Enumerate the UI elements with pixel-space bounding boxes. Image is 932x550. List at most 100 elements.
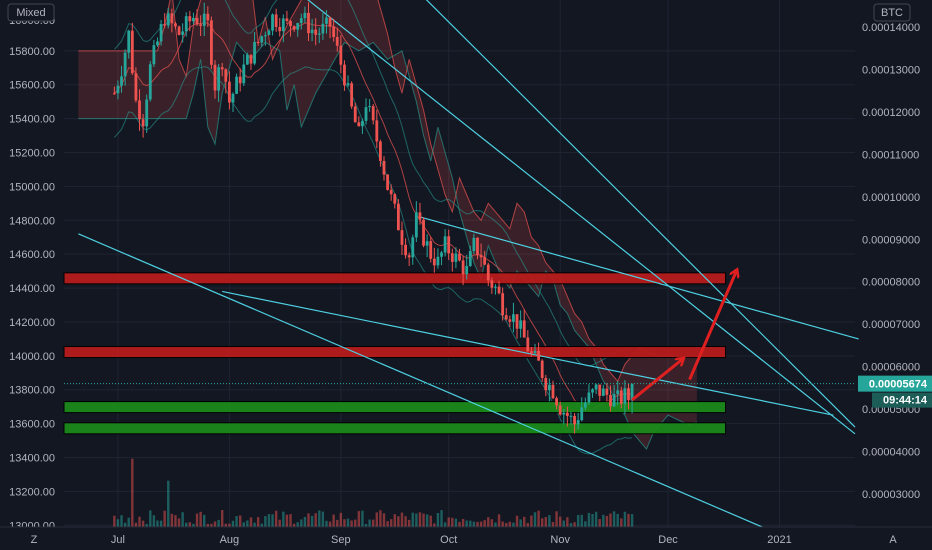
candle-body <box>127 30 131 53</box>
volume-bar <box>285 514 289 527</box>
left-axis-tick-label: 14600.00 <box>9 249 55 261</box>
candle-body <box>440 252 443 257</box>
volume-bar <box>558 516 562 527</box>
candle-body <box>551 384 555 399</box>
volume-bar <box>530 515 533 527</box>
volume-bar <box>120 515 123 527</box>
candle-body <box>195 17 199 25</box>
candle-body <box>210 20 213 65</box>
candle-body <box>343 64 346 86</box>
volume-bar <box>318 510 321 527</box>
volume-bar <box>206 523 210 527</box>
zoom-icon: Z <box>31 534 38 546</box>
candle-body <box>544 377 548 391</box>
volume-bar <box>267 514 271 527</box>
volume-bar <box>594 511 598 527</box>
x-axis-tick-label: 2021 <box>767 534 791 546</box>
candle-body <box>296 23 300 30</box>
candle-body <box>598 384 602 396</box>
candle-body <box>310 29 314 34</box>
candle-body <box>199 24 203 26</box>
volume-bar <box>141 520 145 527</box>
candle-body <box>220 67 224 70</box>
volume-bar <box>443 522 447 527</box>
volume-bar <box>483 520 486 527</box>
countdown-badge <box>872 392 932 408</box>
volume-bar <box>242 522 245 527</box>
right-axis-tick-label: 0.00011000 <box>862 149 919 161</box>
volume-bar <box>195 513 199 527</box>
candle-body <box>156 41 159 46</box>
candle-body <box>404 244 407 256</box>
x-axis-tick-label: Dec <box>658 534 678 546</box>
volume-bar <box>519 519 522 527</box>
volume-bar <box>185 522 188 527</box>
projection-arrow <box>631 359 682 402</box>
volume-bar <box>156 520 159 527</box>
candle-body <box>213 64 217 91</box>
volume-bar <box>476 521 479 527</box>
volume-bar <box>249 517 253 527</box>
volume-bar <box>116 519 120 527</box>
candle-body <box>619 390 623 404</box>
trend-line <box>222 290 834 416</box>
volume-bar <box>159 520 163 527</box>
volume-bar <box>256 517 260 527</box>
volume-bar <box>479 521 483 527</box>
volume-bar <box>386 521 389 527</box>
volume-bar <box>325 520 328 527</box>
volume-bar <box>591 514 594 527</box>
candle-body <box>166 13 170 26</box>
volume-bar <box>113 515 116 527</box>
candle-body <box>224 69 228 82</box>
volume-bar <box>494 522 497 527</box>
volume-bar <box>505 523 508 527</box>
resistance-zone <box>63 272 727 285</box>
volume-bar <box>260 523 263 527</box>
volume-bar <box>501 521 504 527</box>
current-price-value: 0.00005674 <box>869 379 928 391</box>
volume-bar <box>458 521 461 527</box>
candle-body <box>486 264 490 281</box>
right-axis-tick-label: 0.00009000 <box>862 234 920 246</box>
volume-bar <box>357 511 361 527</box>
volume-bar <box>576 515 580 527</box>
candle-body <box>206 13 210 21</box>
candle-body <box>245 54 249 65</box>
volume-bar <box>382 513 386 527</box>
volume-bar <box>170 513 174 527</box>
candle-body <box>591 389 594 393</box>
candle-body <box>112 93 116 95</box>
x-axis-tick-label: Oct <box>440 534 457 546</box>
candle-body <box>368 106 372 108</box>
candle-body <box>504 315 508 320</box>
volume-bar <box>332 514 335 527</box>
volume-bar <box>555 511 558 527</box>
volume-bar <box>537 510 540 527</box>
volume-bar <box>314 513 317 527</box>
trend-line <box>425 0 856 428</box>
candle-body <box>411 237 415 258</box>
candle-body <box>494 286 497 288</box>
candle-body <box>458 253 461 261</box>
volume-bar <box>605 515 609 527</box>
candle-body <box>418 212 422 220</box>
volume-bar <box>339 512 343 527</box>
left-axis-tick-label: 15400.00 <box>9 114 55 126</box>
volume-bar <box>307 513 310 527</box>
right-axis-tick-label: 0.00004000 <box>862 447 920 459</box>
candle-body <box>328 17 332 27</box>
countdown-value: 09:44:14 <box>883 395 928 407</box>
candle-body <box>325 17 328 24</box>
candle-body <box>616 390 620 395</box>
candle-body <box>263 35 267 37</box>
left-axis-tick-label: 13800.00 <box>9 385 55 397</box>
candle-body <box>314 29 318 35</box>
volume-bar <box>238 515 242 527</box>
candle-body <box>346 83 350 86</box>
candle-body <box>450 253 454 262</box>
candle-body <box>332 26 336 38</box>
volume-bar <box>422 513 425 527</box>
volume-bar <box>508 521 512 527</box>
